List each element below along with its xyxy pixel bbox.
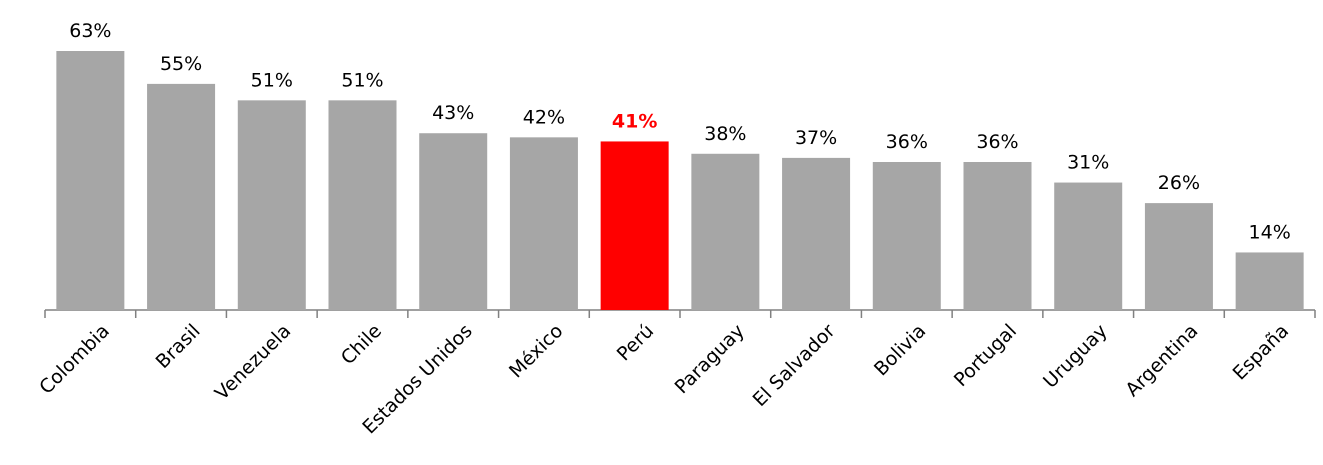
bar <box>782 157 851 310</box>
bar <box>509 137 578 310</box>
value-label: 42% <box>523 106 565 128</box>
bar <box>691 153 760 310</box>
value-label: 55% <box>160 53 202 75</box>
x-tick-label: Perú <box>613 320 658 365</box>
value-label: 43% <box>432 102 474 124</box>
value-label: 36% <box>976 131 1018 153</box>
x-tick-label: Chile <box>337 320 386 369</box>
x-tick-label: Argentina <box>1121 320 1202 401</box>
value-label: 31% <box>1067 152 1109 174</box>
value-label: 37% <box>795 127 837 149</box>
value-label: 36% <box>886 131 928 153</box>
value-label: 38% <box>704 123 746 145</box>
value-label: 41% <box>612 110 657 132</box>
x-tick-label: Portugal <box>950 320 1021 391</box>
value-label: 63% <box>69 20 111 42</box>
bar <box>237 100 306 310</box>
bar <box>328 100 397 310</box>
value-label: 51% <box>341 69 383 91</box>
x-tick-label: Uruguay <box>1039 320 1112 393</box>
bar <box>56 51 125 310</box>
value-label: 14% <box>1249 221 1291 243</box>
x-tick-label: El Salvador <box>749 320 840 411</box>
value-label: 51% <box>251 69 293 91</box>
x-tick-label: Bolivia <box>870 320 930 380</box>
x-tick-label: Paraguay <box>671 320 749 398</box>
x-tick-label: Colombia <box>35 320 114 399</box>
x-tick-label: México <box>505 320 567 382</box>
bar <box>147 83 216 310</box>
x-tick-label: Venezuela <box>211 320 296 405</box>
x-tick-label: España <box>1229 320 1294 385</box>
bar <box>872 162 941 310</box>
bar <box>1054 182 1123 310</box>
bar <box>1144 203 1213 310</box>
bar <box>600 141 669 310</box>
value-label: 26% <box>1158 172 1200 194</box>
bar <box>419 133 488 310</box>
bar <box>963 162 1032 310</box>
x-tick-label: Brasil <box>152 320 205 373</box>
bar <box>1235 252 1304 310</box>
